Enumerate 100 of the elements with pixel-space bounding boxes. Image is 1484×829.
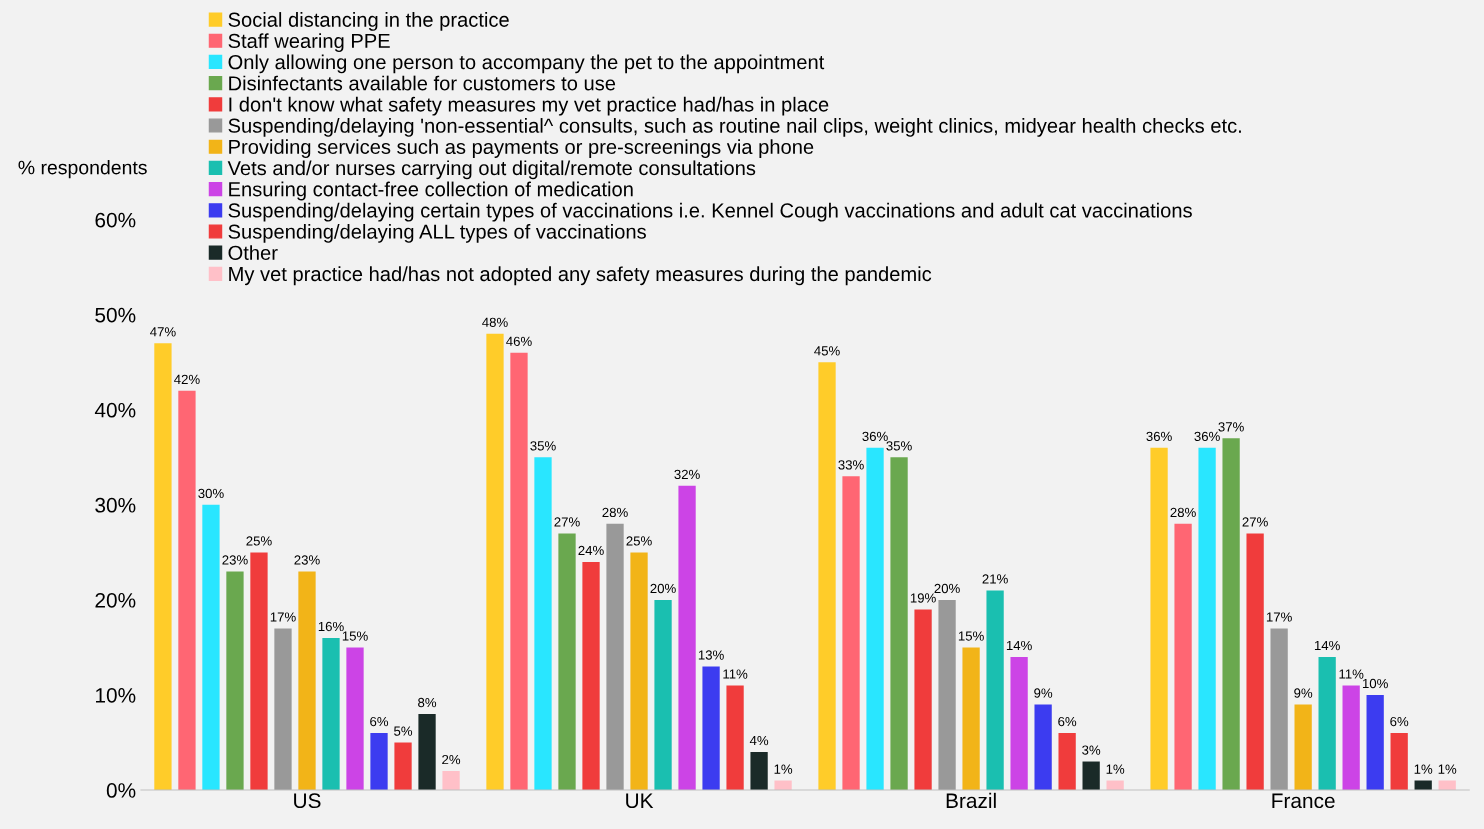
data-label: 36% [1146,431,1172,442]
bar [678,485,696,791]
data-label: 11% [1339,669,1364,679]
data-label: 35% [530,441,556,451]
data-label: 14% [1314,640,1340,651]
bar [606,523,624,791]
data-label: 6% [370,716,389,727]
data-label: 23% [294,555,320,565]
bar [346,647,364,791]
data-label: 11% [723,669,748,679]
x-tick-label: US [294,793,321,809]
legend-label: Social distancing in the practice [228,12,509,31]
data-label: 1% [1438,764,1457,774]
bar [558,533,576,791]
bar [1270,628,1288,791]
y-tick-label: 40% [94,402,136,418]
data-label: 1% [774,764,793,774]
bar [1174,523,1192,791]
bar [1246,533,1264,791]
data-label: 6% [1058,716,1077,727]
data-label: 17% [1266,612,1292,622]
bar [750,752,768,791]
data-label: 36% [1194,431,1220,442]
bar [1390,733,1408,791]
bar [178,390,196,791]
x-tick-label: France [1272,793,1335,809]
data-label: 36% [862,431,888,442]
bar [1010,656,1028,791]
legend-label: Suspending/delaying certain types of vaccinations i.e. Kennel Cough vaccinations and adult cat vaccinations [228,202,1192,222]
legend-label: Providing services such as payments or pre-screenings via phone [229,139,814,158]
legend-label: Ensuring contact-free collection of medication [229,181,633,201]
bar [418,713,436,791]
data-label: 45% [814,346,840,356]
bar [274,628,292,791]
data-label: 28% [1170,507,1196,518]
bar [1198,447,1216,791]
data-label: 46% [506,336,532,346]
data-label: 30% [198,488,224,499]
data-label: 32% [674,469,700,480]
bar [1318,656,1336,791]
data-label: 28% [602,507,628,518]
data-label: 37% [1218,422,1244,432]
bar [510,352,528,791]
data-label: 48% [482,317,508,327]
legend-label: Other [228,245,278,260]
bar [986,590,1004,791]
legend-label: My vet practice had/has not adopted any safety measures during the pandemic [229,266,932,286]
bar [914,609,932,791]
y-tick-label: 0% [106,783,136,798]
data-label: 25% [626,536,652,546]
legend-label: Staff wearing PPE [228,33,390,53]
data-label: 6% [1390,716,1409,727]
data-label: 42% [174,374,200,384]
bar [1058,733,1076,791]
bar [582,561,600,791]
data-label: 1% [1106,764,1125,774]
y-tick-label: 30% [95,497,136,513]
bar [1342,685,1360,791]
data-label: 16% [318,621,344,632]
legend-label: Disinfectants available for customers to use [229,75,616,91]
data-label: 2% [442,754,461,765]
bar [154,343,172,791]
legend-label: Only allowing one person to accompany the pet to the appointment [228,54,825,74]
data-label: 27% [554,517,580,527]
bar [298,571,316,791]
bar [1082,761,1100,791]
y-tick-label: 10% [96,687,136,703]
bar [322,637,340,791]
data-label: 33% [838,460,864,470]
bar [818,362,836,791]
data-label: 25% [246,536,272,546]
bar [1366,694,1384,791]
data-label: 17% [270,612,296,622]
bar [1150,447,1168,791]
data-label: 27% [1242,517,1268,527]
data-label: 3% [1082,745,1101,755]
data-label: 19% [910,593,936,603]
bar [1294,704,1312,791]
bar [630,552,648,791]
bar [486,333,504,791]
x-tick-label: Brazil [946,792,996,809]
data-label: 5% [394,726,413,736]
data-label: 24% [578,545,604,556]
bar [842,476,860,791]
data-label: 21% [982,574,1008,584]
data-label: 10% [1362,678,1388,689]
bar [654,599,672,791]
bar [202,504,220,791]
bar [226,571,244,791]
x-tick-label: UK [626,793,654,809]
data-label: 20% [650,583,676,594]
bar [250,552,268,791]
data-label: 47% [150,327,176,337]
bar [938,599,956,791]
legend-label: Suspending/delaying ALL types of vaccinations [228,223,646,243]
data-label: 23% [222,555,248,565]
data-label: 8% [418,697,437,708]
bar [890,457,908,791]
data-label: 35% [886,441,912,451]
bar [866,447,884,791]
